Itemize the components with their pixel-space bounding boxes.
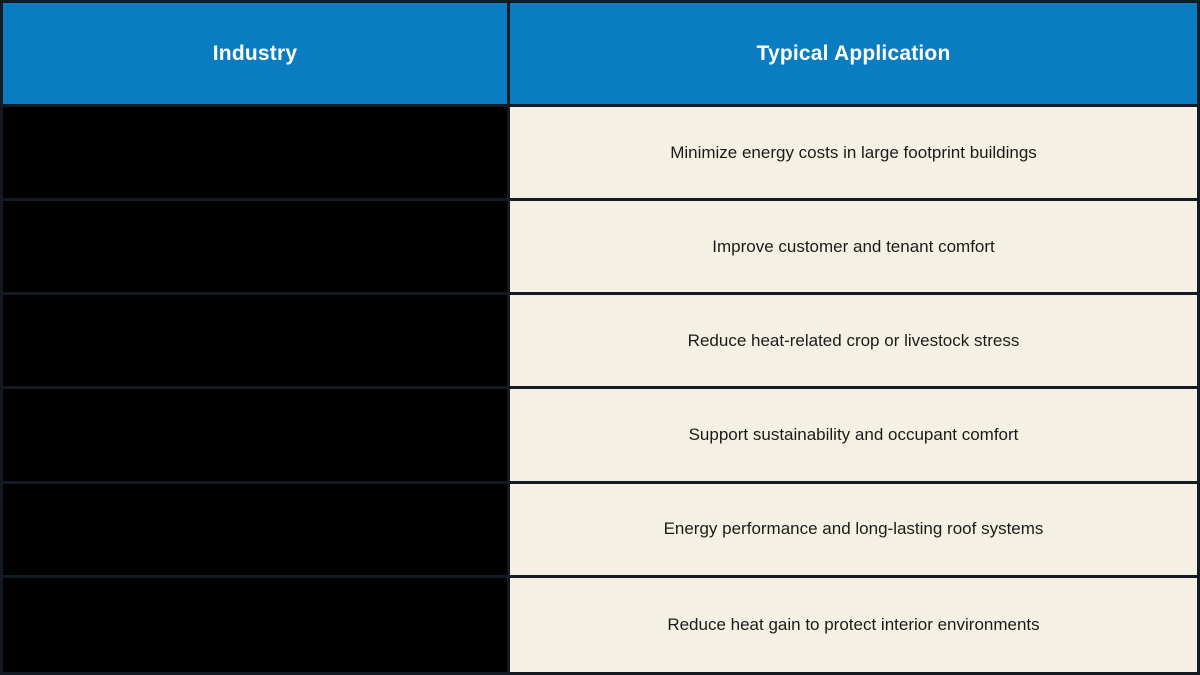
industry-cell (3, 577, 510, 672)
application-cell: Reduce heat-related crop or livestock st… (510, 295, 1197, 390)
application-cell: Support sustainability and occupant comf… (510, 389, 1197, 484)
industry-cell (3, 483, 510, 578)
industry-cell (3, 295, 510, 390)
industry-column-header: Industry (3, 3, 510, 107)
industry-cell (3, 389, 510, 484)
application-cell: Improve customer and tenant comfort (510, 201, 1197, 296)
industry-cell (3, 107, 510, 202)
application-cell: Reduce heat gain to protect interior env… (510, 577, 1197, 672)
application-cell: Minimize energy costs in large footprint… (510, 107, 1197, 202)
industry-cell (3, 201, 510, 296)
application-column-header: Typical Application (510, 3, 1197, 107)
application-cell: Energy performance and long-lasting roof… (510, 483, 1197, 578)
